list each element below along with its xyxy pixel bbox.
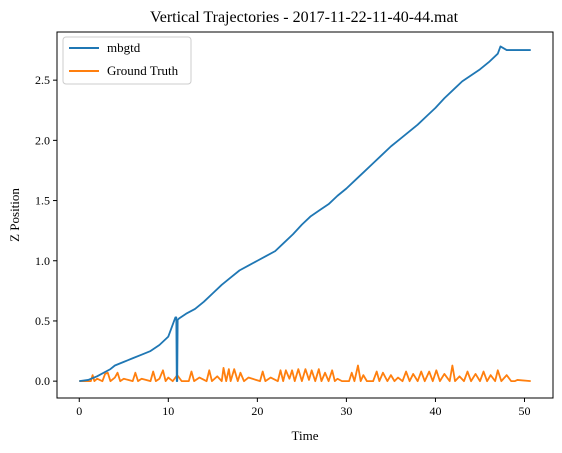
series-line-mbgtd xyxy=(79,45,531,383)
y-axis-label: Z Position xyxy=(7,188,22,242)
x-tick-label: 10 xyxy=(162,404,174,418)
plot-area: 0 10 20 30 40 50 0.0 0.5 1.0 1.5 2.0 2.5 xyxy=(35,31,554,418)
legend-label-ground-truth: Ground Truth xyxy=(107,63,179,78)
chart-title: Vertical Trajectories - 2017-11-22-11-40… xyxy=(150,9,459,26)
y-tick-label: 0.0 xyxy=(35,374,50,388)
y-tick-label: 2.5 xyxy=(35,73,50,87)
x-tick-label: 40 xyxy=(429,404,441,418)
series-lines xyxy=(79,45,531,383)
legend-label-mbgtd: mbgtd xyxy=(107,40,141,55)
x-axis-label: Time xyxy=(292,428,319,443)
y-tick-label: 1.5 xyxy=(35,194,50,208)
x-tick-label: 50 xyxy=(519,404,531,418)
x-tick-label: 0 xyxy=(76,404,82,418)
x-axis: 0 10 20 30 40 50 xyxy=(76,398,531,418)
y-axis: 0.0 0.5 1.0 1.5 2.0 2.5 xyxy=(35,73,57,388)
x-tick-label: 20 xyxy=(251,404,263,418)
x-tick-label: 30 xyxy=(340,404,352,418)
legend: mbgtd Ground Truth xyxy=(62,36,192,85)
y-tick-label: 0.5 xyxy=(35,314,50,328)
series-line-ground-truth xyxy=(79,364,531,383)
y-tick-label: 1.0 xyxy=(35,254,50,268)
y-tick-label: 2.0 xyxy=(35,133,50,147)
axes-frame xyxy=(56,31,554,399)
